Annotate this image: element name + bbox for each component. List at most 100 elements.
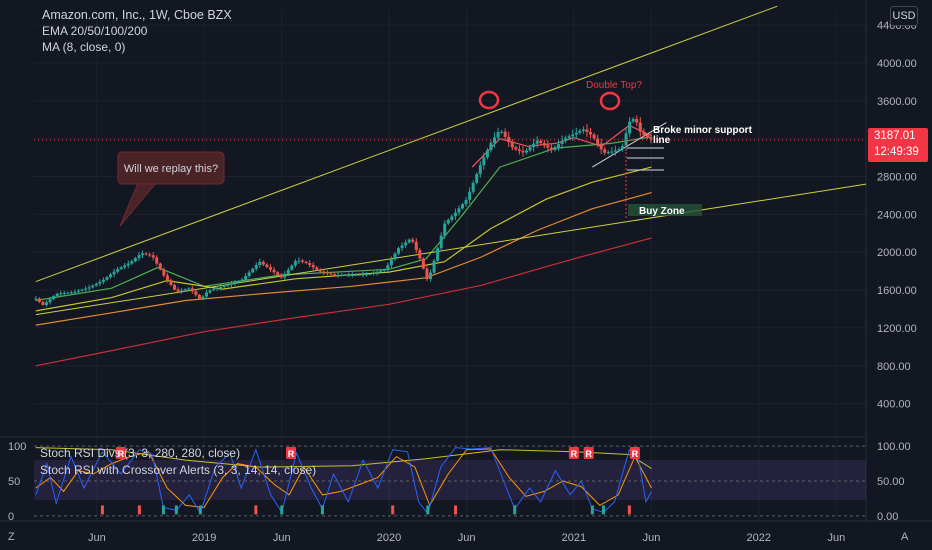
candle-body bbox=[446, 219, 450, 224]
candle-body bbox=[41, 301, 45, 305]
candle-body bbox=[37, 298, 41, 302]
candle-body bbox=[322, 271, 326, 273]
candle-body bbox=[59, 293, 63, 295]
time-tick-label: Jun bbox=[273, 532, 291, 544]
candle-body bbox=[137, 255, 141, 259]
candle-body bbox=[254, 265, 258, 269]
candle-body bbox=[510, 142, 514, 148]
candle-body bbox=[123, 265, 127, 268]
candle-body bbox=[276, 272, 280, 275]
candle-body bbox=[244, 275, 248, 280]
candle-body bbox=[589, 131, 593, 135]
price-tick-label: 2000.00 bbox=[877, 247, 917, 259]
candle-body bbox=[546, 145, 550, 148]
candle-body bbox=[258, 261, 262, 266]
candle-body bbox=[532, 143, 536, 148]
callout-bubble bbox=[117, 151, 225, 185]
candle-body bbox=[581, 129, 585, 131]
double-top-label: Double Top? bbox=[586, 80, 642, 91]
ema-lines bbox=[35, 124, 652, 367]
candle-body bbox=[45, 302, 49, 305]
auto-scale-button[interactable]: A bbox=[901, 531, 909, 543]
candle-body bbox=[436, 248, 440, 261]
last-price: 3187.01 bbox=[874, 130, 916, 142]
trendline-upper-channel bbox=[35, 5, 778, 283]
signal-bar-up bbox=[320, 505, 324, 515]
candle-body bbox=[571, 134, 575, 137]
r-marker-label: R bbox=[585, 449, 592, 459]
candle-body bbox=[333, 274, 337, 276]
candle-body bbox=[62, 293, 66, 295]
candle-body bbox=[393, 253, 397, 260]
candle-body bbox=[464, 199, 468, 205]
candle-body bbox=[340, 274, 344, 276]
candle-body bbox=[201, 296, 205, 299]
candle-body bbox=[251, 268, 255, 273]
candle-body bbox=[496, 132, 500, 138]
signal-bar-up bbox=[513, 505, 517, 515]
stoch-divs-legend[interactable]: Stoch RSI Divs (3, 3, 280, 280, close) bbox=[40, 446, 241, 460]
candle-body bbox=[542, 143, 546, 146]
oscillator-guides bbox=[34, 445, 866, 517]
candle-body bbox=[400, 245, 404, 249]
candle-body bbox=[613, 150, 617, 152]
currency-button[interactable]: USD bbox=[890, 6, 918, 26]
oscillator-tick-left: 100 bbox=[8, 441, 26, 453]
candle-body bbox=[197, 294, 201, 299]
candle-body bbox=[407, 239, 411, 243]
candle-body bbox=[226, 284, 230, 286]
circle-second-top bbox=[599, 91, 621, 111]
candle-body bbox=[109, 274, 113, 278]
oscillator-tick-right: 100.00 bbox=[877, 441, 911, 453]
candle-body bbox=[148, 254, 152, 256]
oscillator-lines bbox=[35, 447, 652, 515]
candle-body bbox=[553, 147, 557, 150]
candle-body bbox=[347, 274, 351, 276]
candle-body bbox=[578, 130, 582, 133]
candle-body bbox=[265, 264, 269, 268]
price-tick-label: 4000.00 bbox=[877, 58, 917, 70]
candle-body bbox=[365, 274, 369, 276]
signal-bar-up bbox=[280, 505, 284, 515]
candle-body bbox=[318, 269, 322, 272]
candle-body bbox=[471, 182, 475, 192]
candle-body bbox=[48, 299, 52, 303]
candle-body bbox=[194, 291, 198, 295]
ema-legend[interactable]: EMA 20/50/100/200 bbox=[42, 24, 148, 38]
stoch-alerts-legend[interactable]: Stoch RSI with Crossover Alerts (3, 3, 1… bbox=[40, 463, 317, 477]
candle-body bbox=[91, 285, 95, 288]
candle-body bbox=[517, 149, 521, 151]
candle-body bbox=[173, 284, 177, 290]
candle-body bbox=[564, 138, 568, 141]
candle-body bbox=[222, 285, 226, 287]
candle-body bbox=[642, 131, 646, 135]
oscillator-tick-right: 0.00 bbox=[877, 511, 898, 523]
candle-body bbox=[638, 122, 642, 132]
candle-body bbox=[596, 138, 600, 144]
candle-body bbox=[585, 129, 589, 132]
timezone-icon[interactable]: Z bbox=[8, 531, 15, 543]
oscillator-signal-bars bbox=[100, 505, 631, 515]
candle-body bbox=[421, 258, 425, 269]
candle-body bbox=[624, 133, 628, 147]
symbol-title[interactable]: Amazon.com, Inc., 1W, Cboe BZX bbox=[42, 8, 232, 22]
r-marker-label: R bbox=[288, 449, 295, 459]
candle-body bbox=[94, 283, 98, 286]
candle-body bbox=[169, 280, 173, 285]
r-marker-label: R bbox=[632, 449, 639, 459]
candle-body bbox=[397, 248, 401, 254]
signal-bar-up bbox=[174, 505, 178, 515]
candle-body bbox=[507, 136, 511, 143]
candle-body bbox=[372, 272, 376, 275]
ma-legend[interactable]: MA (8, close, 0) bbox=[42, 40, 126, 54]
candle-body bbox=[162, 269, 166, 276]
candle-body bbox=[350, 274, 354, 276]
drawings: Will we replay this? Double Top? Broke min… bbox=[117, 80, 753, 227]
r-marker-box bbox=[285, 447, 296, 459]
candle-body bbox=[514, 147, 518, 150]
time-tick-label: Jun bbox=[88, 532, 106, 544]
candle-body bbox=[212, 289, 216, 291]
